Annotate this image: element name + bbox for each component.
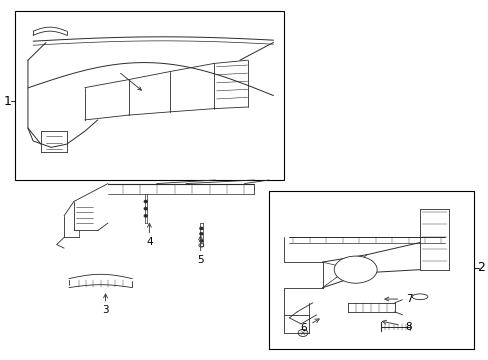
Circle shape [200,240,203,242]
Circle shape [200,233,203,235]
Bar [268,191,473,348]
Ellipse shape [333,256,376,283]
Text: 1: 1 [4,95,12,108]
Text: 2: 2 [476,261,484,274]
Text: 7: 7 [405,294,412,304]
Text: 8: 8 [405,322,411,332]
Text: 4: 4 [146,237,152,247]
Circle shape [200,227,203,229]
Circle shape [144,201,147,203]
Circle shape [144,215,147,217]
Circle shape [144,208,147,210]
Bar [15,12,283,180]
Text: 3: 3 [102,305,109,315]
Text: 6: 6 [300,323,306,333]
Text: 5: 5 [197,255,203,265]
